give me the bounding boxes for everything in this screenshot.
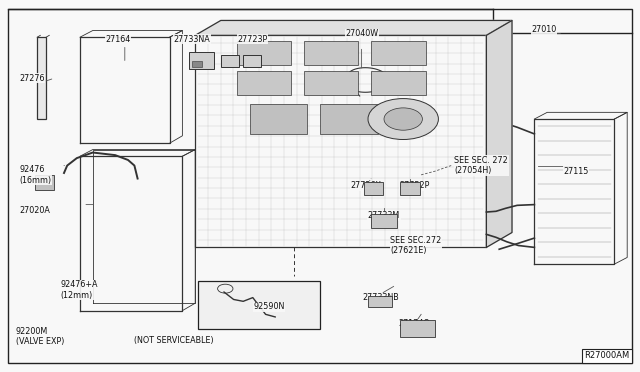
Text: 27733NA: 27733NA xyxy=(173,35,211,44)
Bar xyxy=(320,104,378,134)
Bar xyxy=(400,320,435,337)
Bar xyxy=(368,296,392,307)
Text: 27733M: 27733M xyxy=(368,211,400,220)
Text: 92200M
(VALVE EXP): 92200M (VALVE EXP) xyxy=(16,327,65,346)
Text: 27040W: 27040W xyxy=(345,29,378,38)
Bar xyxy=(237,71,291,95)
Bar xyxy=(371,71,426,95)
Bar xyxy=(243,55,261,67)
Text: 27726X: 27726X xyxy=(351,182,381,190)
Text: 92476+A
(12mm): 92476+A (12mm) xyxy=(61,280,99,300)
Text: SEE SEC. 272
(27054H): SEE SEC. 272 (27054H) xyxy=(454,156,508,175)
Bar xyxy=(198,281,320,329)
Text: 27020A: 27020A xyxy=(19,206,50,215)
Bar xyxy=(250,104,307,134)
Bar xyxy=(304,71,358,95)
Text: 27276: 27276 xyxy=(19,74,45,83)
Text: R27000AM: R27000AM xyxy=(584,351,630,360)
Bar xyxy=(37,37,46,119)
Text: 27115: 27115 xyxy=(563,167,589,176)
Circle shape xyxy=(368,99,438,140)
Bar xyxy=(189,52,214,69)
Bar xyxy=(35,175,54,190)
Text: SEE SEC.272
(27621E): SEE SEC.272 (27621E) xyxy=(390,236,442,255)
Bar xyxy=(371,41,426,65)
Bar xyxy=(192,61,202,67)
Polygon shape xyxy=(486,20,512,247)
Text: 27723P: 27723P xyxy=(237,35,268,44)
Text: 27010: 27010 xyxy=(531,25,557,34)
Text: 92476
(16mm): 92476 (16mm) xyxy=(19,165,51,185)
Text: 27752P: 27752P xyxy=(399,182,430,190)
Bar xyxy=(221,55,239,67)
Bar xyxy=(304,41,358,65)
Bar xyxy=(364,182,383,195)
Text: 92590N: 92590N xyxy=(253,302,285,311)
Bar xyxy=(237,41,291,65)
Text: 27164: 27164 xyxy=(106,35,131,44)
Text: (NOT SERVICEABLE): (NOT SERVICEABLE) xyxy=(134,336,214,345)
Bar xyxy=(400,182,420,195)
Polygon shape xyxy=(195,20,512,35)
Bar xyxy=(371,214,397,228)
Text: 27733NB: 27733NB xyxy=(362,293,399,302)
Text: 27174Q: 27174Q xyxy=(398,319,430,328)
Circle shape xyxy=(384,108,422,130)
